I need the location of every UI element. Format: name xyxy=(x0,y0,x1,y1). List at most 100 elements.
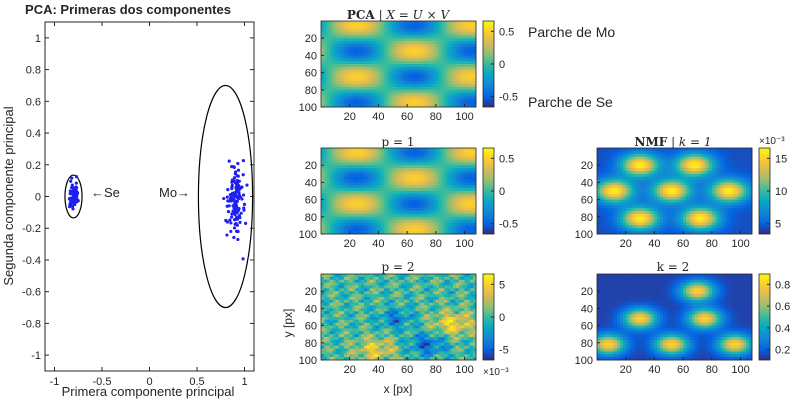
heatmap-cell xyxy=(455,213,460,218)
heatmap-cell xyxy=(453,305,457,309)
heatmap-cell xyxy=(323,339,328,344)
heatmap-cell xyxy=(441,213,445,218)
heatmap-cell xyxy=(361,150,365,155)
heatmap-cell xyxy=(341,274,345,278)
heatmap-cell xyxy=(424,231,428,235)
scatter-point-mo xyxy=(240,197,244,201)
heatmap-cell xyxy=(432,339,437,344)
heatmap-cell xyxy=(366,75,371,79)
heatmap-cell xyxy=(326,23,330,28)
heatmap-cell xyxy=(430,342,434,347)
heatmap-cell xyxy=(323,213,328,218)
heatmap-cell xyxy=(389,325,394,329)
heatmap-cell xyxy=(366,92,371,96)
heatmap-cell xyxy=(321,86,325,91)
heatmap-cell xyxy=(458,78,462,82)
heatmap-cell xyxy=(335,29,339,33)
heatmap-cell xyxy=(470,61,474,65)
heatmap-cell xyxy=(338,49,342,53)
heatmap-cell xyxy=(461,231,465,235)
heatmap-cell xyxy=(343,193,348,198)
heatmap-cell xyxy=(441,231,445,235)
heatmap-cell xyxy=(467,285,471,289)
heatmap-cell xyxy=(332,165,336,169)
heatmap-cell xyxy=(401,165,405,169)
heatmap-cell xyxy=(384,69,388,73)
heatmap-cell xyxy=(375,179,379,183)
heatmap-cell xyxy=(438,101,442,105)
heatmap-cell xyxy=(444,104,448,108)
heatmap-cell xyxy=(323,41,328,45)
heatmap-cell xyxy=(387,308,391,312)
heatmap-cell xyxy=(458,342,462,347)
heatmap-cell xyxy=(375,38,379,42)
heatmap-cell xyxy=(453,182,457,186)
heatmap-cell xyxy=(395,213,399,218)
heatmap-cell xyxy=(432,153,437,157)
heatmap-cell xyxy=(404,35,408,39)
heatmap-cell xyxy=(352,86,356,91)
heatmap-cell xyxy=(464,296,468,301)
heatmap-cell xyxy=(389,49,394,53)
heatmap-cell xyxy=(407,150,411,155)
heatmap-cell xyxy=(444,64,448,68)
heatmap-cell xyxy=(450,274,454,278)
heatmap-cell xyxy=(458,228,462,232)
heatmap-cell xyxy=(349,92,353,96)
heatmap-cell xyxy=(447,208,451,212)
heatmap-cell xyxy=(432,29,437,33)
heatmap-cell xyxy=(349,153,353,157)
heatmap-cell xyxy=(441,296,445,301)
heatmap-cell xyxy=(455,276,460,281)
heatmap-cell xyxy=(432,46,437,51)
heatmap-cell xyxy=(346,26,351,30)
heatmap-cell xyxy=(447,156,451,160)
heatmap-cell xyxy=(355,276,359,281)
heatmap-cell xyxy=(430,81,434,85)
heatmap-cell xyxy=(473,38,477,42)
heatmap-cell xyxy=(453,319,457,324)
heatmap-cell xyxy=(447,302,451,306)
heatmap-cell xyxy=(404,314,408,318)
heatmap-cell xyxy=(355,61,359,65)
heatmap-cell xyxy=(418,211,422,215)
heatmap-cell xyxy=(366,78,371,82)
heatmap-cell xyxy=(338,222,342,226)
heatmap-cell xyxy=(461,276,465,281)
heatmap-cell xyxy=(398,150,402,155)
y-tick-label: 20 xyxy=(305,160,317,172)
heatmap-cell xyxy=(421,162,425,166)
heatmap-cell xyxy=(455,219,460,223)
heatmap-cell xyxy=(473,21,477,25)
heatmap-cell xyxy=(412,159,417,163)
heatmap-cell xyxy=(473,150,477,155)
heatmap-cell xyxy=(424,337,428,341)
heatmap-cell xyxy=(458,222,462,226)
heatmap-cell xyxy=(412,314,417,318)
heatmap-cell xyxy=(321,205,325,209)
heatmap-cell xyxy=(415,225,419,229)
heatmap-cell xyxy=(427,170,431,175)
heatmap-cell xyxy=(343,170,348,175)
heatmap-cell xyxy=(464,208,468,212)
heatmap-cell xyxy=(401,49,405,53)
heatmap-cell xyxy=(458,216,462,221)
heatmap-cell xyxy=(438,179,442,183)
heatmap-cell xyxy=(355,294,359,298)
heatmap-cell xyxy=(352,52,356,56)
heatmap-cell xyxy=(338,305,342,309)
heatmap-cell xyxy=(407,311,411,315)
heatmap-cell xyxy=(384,58,388,62)
heatmap-cell xyxy=(438,104,442,108)
heatmap-cell xyxy=(464,308,468,312)
heatmap-cell xyxy=(389,182,394,186)
heatmap-cell xyxy=(415,26,419,30)
heatmap-cell xyxy=(412,342,417,347)
heatmap-cell xyxy=(343,314,348,318)
heatmap-cell xyxy=(450,222,454,226)
heatmap-cell xyxy=(432,21,437,25)
heatmap-cell xyxy=(389,29,394,33)
heatmap-cell xyxy=(461,345,465,349)
heatmap-cell xyxy=(361,322,365,326)
heatmap-cell xyxy=(453,216,457,221)
